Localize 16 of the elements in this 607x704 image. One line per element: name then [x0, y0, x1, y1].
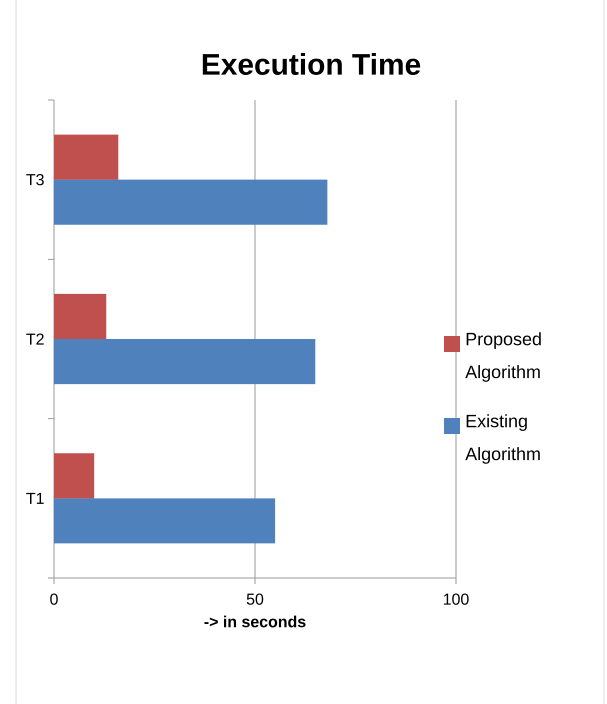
bar	[54, 134, 118, 180]
x-tick-label: 0	[50, 594, 58, 605]
bar	[54, 498, 276, 544]
legend-label: Proposed Algorithm	[465, 332, 541, 382]
bar	[54, 338, 316, 384]
y-tick-label: T3	[26, 174, 44, 186]
x-tick-label: 50	[246, 594, 264, 605]
y-tick-label: T1	[26, 492, 44, 504]
y-tick-label: T2	[26, 333, 44, 345]
bar	[54, 180, 328, 225]
legend-label: Existing Algorithm	[465, 414, 540, 464]
bar	[54, 294, 106, 339]
bar	[54, 453, 94, 498]
x-axis-title: -> in seconds	[204, 616, 306, 628]
chart-title: Execution Time	[202, 53, 420, 75]
x-tick-label: 100	[444, 594, 469, 605]
